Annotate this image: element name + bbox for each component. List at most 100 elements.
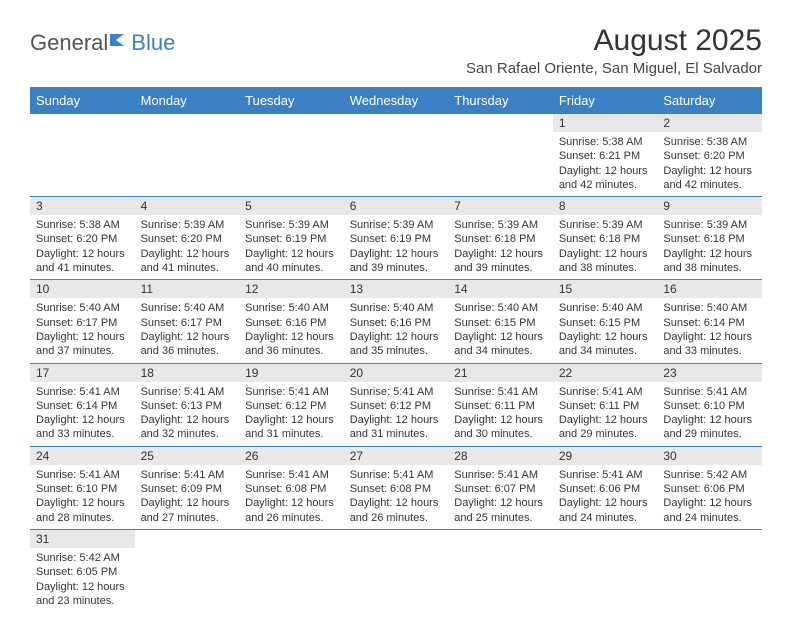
calendar-week: 31Sunrise: 5:42 AMSunset: 6:05 PMDayligh… xyxy=(30,529,762,612)
calendar-cell: 31Sunrise: 5:42 AMSunset: 6:05 PMDayligh… xyxy=(30,529,135,612)
calendar-cell xyxy=(239,529,344,612)
calendar-head: SundayMondayTuesdayWednesdayThursdayFrid… xyxy=(30,87,762,114)
calendar-cell xyxy=(135,529,240,612)
day-number: 5 xyxy=(239,197,344,215)
day-number: 16 xyxy=(657,280,762,298)
calendar-cell xyxy=(30,114,135,197)
day-number: 18 xyxy=(135,364,240,382)
day-header: Saturday xyxy=(657,87,762,114)
day-number: 27 xyxy=(344,447,449,465)
day-details: Sunrise: 5:38 AMSunset: 6:21 PMDaylight:… xyxy=(553,132,658,196)
day-number: 29 xyxy=(553,447,658,465)
day-details: Sunrise: 5:41 AMSunset: 6:12 PMDaylight:… xyxy=(239,382,344,446)
calendar-cell: 2Sunrise: 5:38 AMSunset: 6:20 PMDaylight… xyxy=(657,114,762,197)
day-details: Sunrise: 5:40 AMSunset: 6:15 PMDaylight:… xyxy=(553,298,658,362)
day-details: Sunrise: 5:39 AMSunset: 6:18 PMDaylight:… xyxy=(657,215,762,279)
calendar-table: SundayMondayTuesdayWednesdayThursdayFrid… xyxy=(30,87,762,612)
calendar-cell: 24Sunrise: 5:41 AMSunset: 6:10 PMDayligh… xyxy=(30,446,135,529)
day-details: Sunrise: 5:40 AMSunset: 6:15 PMDaylight:… xyxy=(448,298,553,362)
calendar-cell: 21Sunrise: 5:41 AMSunset: 6:11 PMDayligh… xyxy=(448,363,553,446)
calendar-cell xyxy=(448,114,553,197)
calendar-cell xyxy=(553,529,658,612)
calendar-cell: 3Sunrise: 5:38 AMSunset: 6:20 PMDaylight… xyxy=(30,197,135,280)
calendar-week: 10Sunrise: 5:40 AMSunset: 6:17 PMDayligh… xyxy=(30,280,762,363)
day-details: Sunrise: 5:41 AMSunset: 6:10 PMDaylight:… xyxy=(30,465,135,529)
day-of-week-row: SundayMondayTuesdayWednesdayThursdayFrid… xyxy=(30,87,762,114)
calendar-cell xyxy=(657,529,762,612)
day-number: 1 xyxy=(553,114,658,132)
day-header: Thursday xyxy=(448,87,553,114)
calendar-cell: 27Sunrise: 5:41 AMSunset: 6:08 PMDayligh… xyxy=(344,446,449,529)
day-number: 21 xyxy=(448,364,553,382)
calendar-cell: 22Sunrise: 5:41 AMSunset: 6:11 PMDayligh… xyxy=(553,363,658,446)
day-header: Friday xyxy=(553,87,658,114)
day-details: Sunrise: 5:41 AMSunset: 6:13 PMDaylight:… xyxy=(135,382,240,446)
day-details: Sunrise: 5:41 AMSunset: 6:14 PMDaylight:… xyxy=(30,382,135,446)
day-details: Sunrise: 5:41 AMSunset: 6:11 PMDaylight:… xyxy=(448,382,553,446)
day-number: 26 xyxy=(239,447,344,465)
day-number: 28 xyxy=(448,447,553,465)
calendar-cell: 20Sunrise: 5:41 AMSunset: 6:12 PMDayligh… xyxy=(344,363,449,446)
day-details: Sunrise: 5:41 AMSunset: 6:08 PMDaylight:… xyxy=(239,465,344,529)
day-number: 19 xyxy=(239,364,344,382)
calendar-week: 17Sunrise: 5:41 AMSunset: 6:14 PMDayligh… xyxy=(30,363,762,446)
calendar-cell: 29Sunrise: 5:41 AMSunset: 6:06 PMDayligh… xyxy=(553,446,658,529)
day-number: 13 xyxy=(344,280,449,298)
calendar-week: 1Sunrise: 5:38 AMSunset: 6:21 PMDaylight… xyxy=(30,114,762,197)
calendar-cell: 12Sunrise: 5:40 AMSunset: 6:16 PMDayligh… xyxy=(239,280,344,363)
day-number: 8 xyxy=(553,197,658,215)
day-details: Sunrise: 5:41 AMSunset: 6:12 PMDaylight:… xyxy=(344,382,449,446)
day-header: Wednesday xyxy=(344,87,449,114)
day-number: 23 xyxy=(657,364,762,382)
day-number: 15 xyxy=(553,280,658,298)
day-details: Sunrise: 5:41 AMSunset: 6:08 PMDaylight:… xyxy=(344,465,449,529)
calendar-week: 3Sunrise: 5:38 AMSunset: 6:20 PMDaylight… xyxy=(30,197,762,280)
day-number: 24 xyxy=(30,447,135,465)
calendar-cell xyxy=(344,529,449,612)
calendar-cell: 17Sunrise: 5:41 AMSunset: 6:14 PMDayligh… xyxy=(30,363,135,446)
day-number: 30 xyxy=(657,447,762,465)
calendar-cell xyxy=(344,114,449,197)
day-number: 25 xyxy=(135,447,240,465)
calendar-cell xyxy=(239,114,344,197)
calendar-cell: 28Sunrise: 5:41 AMSunset: 6:07 PMDayligh… xyxy=(448,446,553,529)
day-details: Sunrise: 5:42 AMSunset: 6:06 PMDaylight:… xyxy=(657,465,762,529)
day-details: Sunrise: 5:40 AMSunset: 6:16 PMDaylight:… xyxy=(344,298,449,362)
calendar-cell: 7Sunrise: 5:39 AMSunset: 6:18 PMDaylight… xyxy=(448,197,553,280)
day-number: 20 xyxy=(344,364,449,382)
calendar-cell: 11Sunrise: 5:40 AMSunset: 6:17 PMDayligh… xyxy=(135,280,240,363)
day-number: 14 xyxy=(448,280,553,298)
day-details: Sunrise: 5:41 AMSunset: 6:10 PMDaylight:… xyxy=(657,382,762,446)
day-number: 7 xyxy=(448,197,553,215)
logo-text-general: General xyxy=(30,30,108,56)
calendar-cell: 18Sunrise: 5:41 AMSunset: 6:13 PMDayligh… xyxy=(135,363,240,446)
day-number: 12 xyxy=(239,280,344,298)
day-header: Tuesday xyxy=(239,87,344,114)
page-title: August 2025 xyxy=(466,24,762,58)
calendar-cell: 15Sunrise: 5:40 AMSunset: 6:15 PMDayligh… xyxy=(553,280,658,363)
calendar-cell: 16Sunrise: 5:40 AMSunset: 6:14 PMDayligh… xyxy=(657,280,762,363)
calendar-cell: 8Sunrise: 5:39 AMSunset: 6:18 PMDaylight… xyxy=(553,197,658,280)
logo: GeneralBlue xyxy=(30,30,175,56)
day-number: 31 xyxy=(30,530,135,548)
day-header: Sunday xyxy=(30,87,135,114)
calendar-cell: 19Sunrise: 5:41 AMSunset: 6:12 PMDayligh… xyxy=(239,363,344,446)
day-details: Sunrise: 5:41 AMSunset: 6:07 PMDaylight:… xyxy=(448,465,553,529)
calendar-cell: 23Sunrise: 5:41 AMSunset: 6:10 PMDayligh… xyxy=(657,363,762,446)
day-details: Sunrise: 5:40 AMSunset: 6:17 PMDaylight:… xyxy=(30,298,135,362)
calendar-cell: 9Sunrise: 5:39 AMSunset: 6:18 PMDaylight… xyxy=(657,197,762,280)
day-details: Sunrise: 5:42 AMSunset: 6:05 PMDaylight:… xyxy=(30,548,135,612)
day-details: Sunrise: 5:39 AMSunset: 6:19 PMDaylight:… xyxy=(344,215,449,279)
page: GeneralBlue August 2025 San Rafael Orien… xyxy=(0,0,792,622)
day-header: Monday xyxy=(135,87,240,114)
calendar-cell: 10Sunrise: 5:40 AMSunset: 6:17 PMDayligh… xyxy=(30,280,135,363)
calendar-cell: 6Sunrise: 5:39 AMSunset: 6:19 PMDaylight… xyxy=(344,197,449,280)
title-block: August 2025 San Rafael Oriente, San Migu… xyxy=(466,24,762,77)
day-details: Sunrise: 5:40 AMSunset: 6:16 PMDaylight:… xyxy=(239,298,344,362)
calendar-cell: 14Sunrise: 5:40 AMSunset: 6:15 PMDayligh… xyxy=(448,280,553,363)
calendar-cell: 25Sunrise: 5:41 AMSunset: 6:09 PMDayligh… xyxy=(135,446,240,529)
header: GeneralBlue August 2025 San Rafael Orien… xyxy=(30,24,762,77)
day-details: Sunrise: 5:39 AMSunset: 6:19 PMDaylight:… xyxy=(239,215,344,279)
day-number: 4 xyxy=(135,197,240,215)
calendar-cell: 4Sunrise: 5:39 AMSunset: 6:20 PMDaylight… xyxy=(135,197,240,280)
